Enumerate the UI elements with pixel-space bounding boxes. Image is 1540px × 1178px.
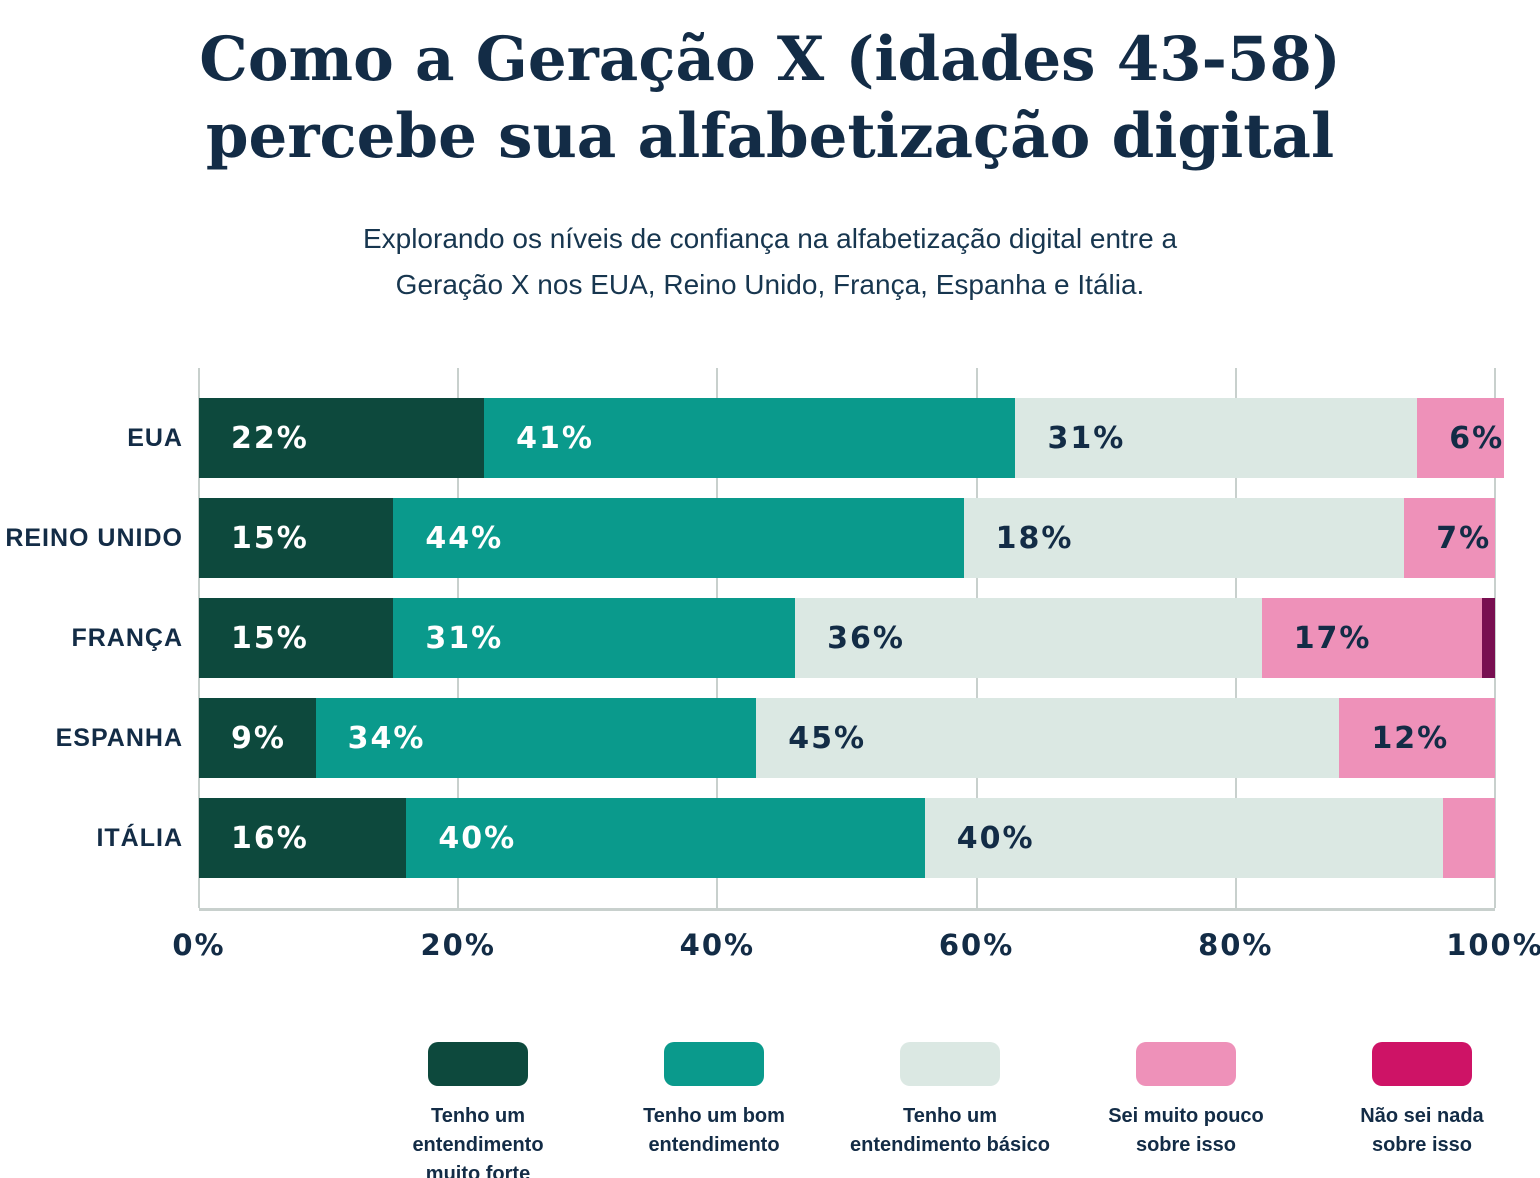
legend-label: Sei muito pouco sobre isso — [1108, 1102, 1264, 1160]
x-axis-tick-label: 60% — [938, 928, 1015, 962]
bar-segment — [1482, 598, 1495, 678]
bar-segment-value: 36% — [827, 620, 905, 656]
bar-segment-value: 44% — [425, 520, 504, 556]
chart-subtitle: Explorando os níveis de confiança na alf… — [0, 216, 1540, 308]
bar-segment-value: 15% — [231, 520, 309, 556]
bar-segment-value: 15% — [231, 620, 309, 656]
legend-label-line: entendimento — [648, 1134, 780, 1156]
bar-segment-value: 18% — [995, 520, 1074, 556]
legend-swatch — [664, 1042, 764, 1086]
bar-segment: 7% — [1404, 498, 1495, 578]
chart-plot-area: 22% 41% 31% 6% 15% 44% 18% 7% 15% 31% 36% 17% 9% 34% 4… — [198, 368, 1505, 911]
bar-row: 15% 44% 18% 7% — [199, 498, 1495, 578]
x-axis-tick-label: 0% — [172, 928, 226, 962]
x-axis-tick-label: 20% — [420, 928, 496, 962]
chart-subtitle-line-1: Explorando os níveis de confiança na alf… — [362, 223, 1178, 254]
legend-label-line: Não sei nada — [1360, 1105, 1484, 1127]
chart-subtitle-line-2: Geração X nos EUA, Reino Unido, França, … — [395, 268, 1145, 300]
bar-row: 22% 41% 31% 6% — [199, 398, 1505, 478]
bar-segment — [1443, 798, 1495, 878]
bar-segment-value: 6% — [1449, 420, 1505, 456]
bar-row: 16% 40% 40% — [199, 798, 1495, 878]
bar-segment: 36% — [795, 598, 1262, 678]
legend-label-line: entendimento básico — [849, 1134, 1051, 1156]
bar-segment-value: 7% — [1436, 520, 1492, 556]
gridline — [1494, 368, 1496, 908]
legend-label-line: Tenho um bom — [643, 1105, 785, 1127]
legend-label: Tenho um bom entendimento — [643, 1102, 785, 1160]
bar-segment-value: 12% — [1371, 720, 1450, 756]
bar-segment: 45% — [756, 698, 1340, 778]
bar-segment: 12% — [1339, 698, 1495, 778]
category-label: REINO UNIDO — [5, 524, 183, 552]
bar-segment: 18% — [963, 498, 1405, 578]
bar-segment-value: 45% — [788, 720, 867, 756]
legend-label-line: sobre isso — [1135, 1134, 1237, 1156]
bar-segment: 31% — [1015, 398, 1418, 478]
legend-item: Tenho um entendimento básico — [840, 1042, 1060, 1178]
bar-row: 15% 31% 36% 17% — [199, 598, 1495, 678]
legend-label: Tenho um entendimento muito forte — [368, 1102, 588, 1178]
chart-legend: Tenho um entendimento muito forte Tenho um… — [368, 1042, 1532, 1178]
legend-label: Não sei nada sobre isso — [1360, 1102, 1483, 1160]
bar-segment: 6% — [1417, 398, 1505, 478]
legend-swatch — [428, 1042, 528, 1086]
bar-segment: 15% — [199, 598, 394, 678]
legend-label-line: Tenho um entendimento — [412, 1105, 544, 1156]
bar-segment: 15% — [199, 498, 394, 578]
legend-label: Tenho um entendimento básico — [850, 1102, 1050, 1160]
legend-label-line: Sei muito pouco — [1108, 1105, 1264, 1127]
bar-segment: 40% — [924, 798, 1444, 878]
bar-segment-value: 34% — [347, 720, 426, 756]
legend-item: Sei muito pouco sobre isso — [1076, 1042, 1296, 1178]
legend-swatch — [1372, 1042, 1472, 1086]
chart-title-line-2: percebe sua alfabetização digital — [205, 100, 1335, 172]
bar-segment-value: 31% — [1047, 420, 1126, 456]
bar-segment: 34% — [315, 698, 757, 778]
legend-label-line: Tenho um — [902, 1105, 998, 1127]
bar-segment: 9% — [199, 698, 316, 778]
bar-row: 9% 34% 45% 12% — [199, 698, 1495, 778]
x-axis-tick-label: 40% — [679, 928, 756, 962]
bar-segment: 31% — [393, 598, 796, 678]
bar-segment: 16% — [199, 798, 407, 878]
bar-segment-value: 31% — [425, 620, 504, 656]
bar-segment-value: 41% — [516, 420, 594, 456]
category-label: ESPANHA — [55, 724, 183, 752]
bar-segment-value: 9% — [231, 720, 286, 756]
legend-label-line: muito forte — [425, 1163, 531, 1178]
bar-segment-value: 22% — [231, 420, 309, 456]
x-axis-tick-label: 80% — [1198, 928, 1274, 962]
bar-segment: 41% — [484, 398, 1016, 478]
chart-title: Como a Geração X (idades 43-58) percebe s… — [0, 22, 1540, 176]
bar-segment-value: 17% — [1293, 620, 1372, 656]
category-label: FRANÇA — [71, 624, 183, 652]
bar-segment: 22% — [199, 398, 485, 478]
bar-segment-value: 40% — [956, 820, 1035, 856]
x-axis-tick-label: 100% — [1446, 928, 1540, 962]
category-label: EUA — [127, 424, 183, 452]
category-label: ITÁLIA — [96, 824, 183, 852]
legend-swatch — [1136, 1042, 1236, 1086]
chart-title-line-1: Como a Geração X (idades 43-58) — [199, 24, 1341, 95]
legend-item: Tenho um bom entendimento — [604, 1042, 824, 1178]
bar-segment: 17% — [1261, 598, 1482, 678]
bar-segment-value: 40% — [438, 820, 517, 856]
bar-segment-value: 16% — [231, 820, 309, 856]
legend-item: Não sei nada sobre isso — [1312, 1042, 1532, 1178]
bar-segment: 44% — [393, 498, 964, 578]
legend-swatch — [900, 1042, 1000, 1086]
legend-item: Tenho um entendimento muito forte — [368, 1042, 588, 1178]
legend-label-line: sobre isso — [1371, 1134, 1473, 1156]
bar-segment: 40% — [406, 798, 925, 878]
